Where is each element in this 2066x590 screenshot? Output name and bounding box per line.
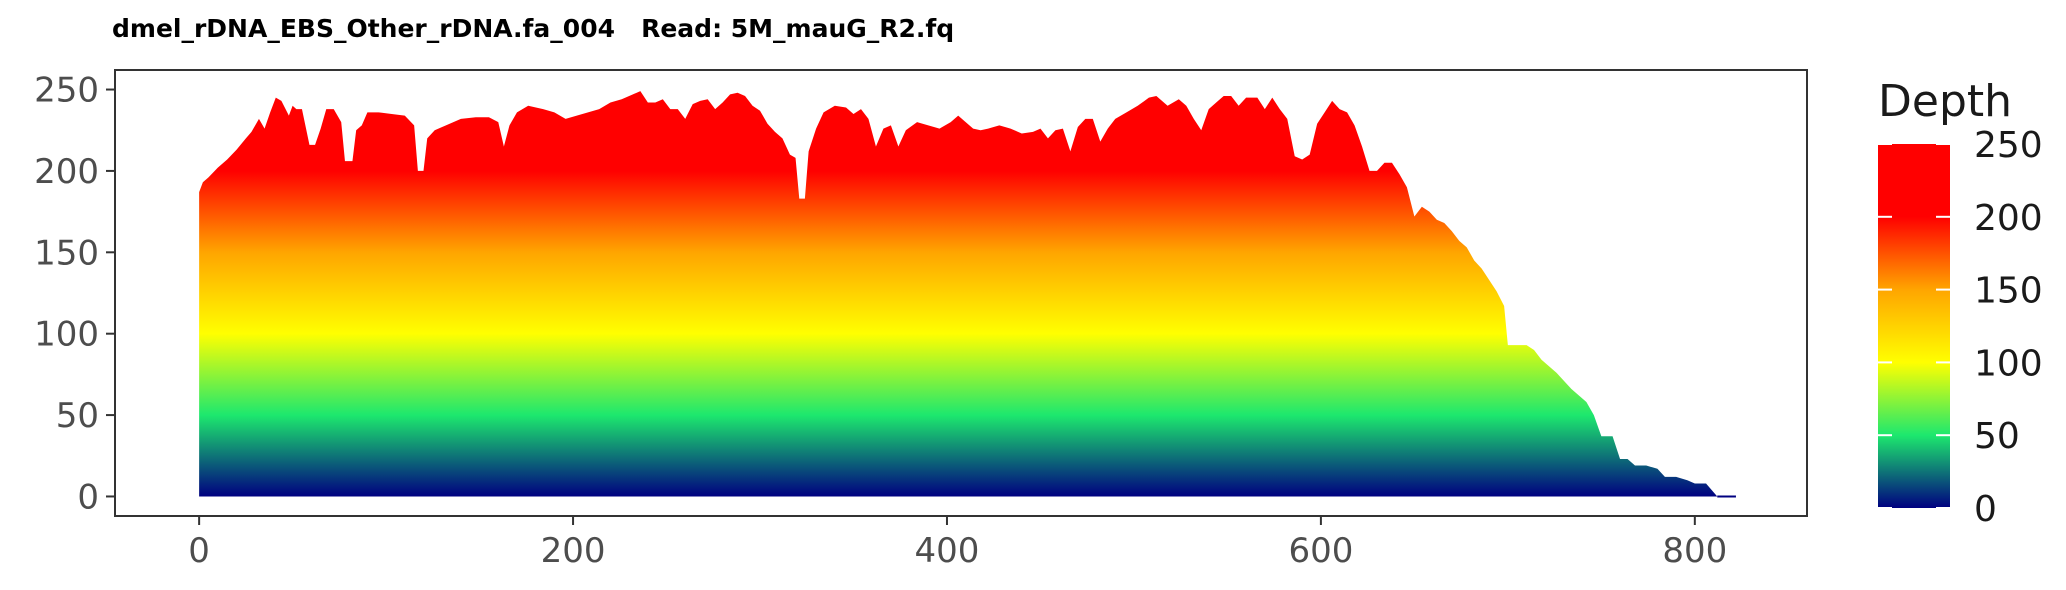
y-tick-label: 200 [34,152,99,192]
plot-panel-border [114,69,1808,517]
x-tick-label: 600 [1288,531,1353,571]
x-tick-label: 0 [188,531,210,571]
legend-colorbar [1878,144,1950,508]
legend-tick-label: 150 [1974,271,2043,312]
x-tick-label: 400 [915,531,980,571]
legend-tick-label: 250 [1974,125,2043,166]
legend-tick-label: 200 [1974,198,2043,239]
legend-title: Depth [1878,76,2012,127]
chart-title: dmel_rDNA_EBS_Other_rDNA.fa_004 Read: 5M… [112,14,955,43]
legend-tick-label: 50 [1974,416,2020,457]
y-tick-label: 100 [34,315,99,355]
x-tick-label: 800 [1662,531,1727,571]
x-tick-label: 200 [541,531,606,571]
legend-tick-label: 0 [1974,489,1997,530]
y-tick-label: 0 [77,477,99,517]
legend-tick-label: 100 [1974,343,2043,384]
coverage-area [199,91,1736,497]
y-tick-label: 50 [56,396,99,436]
y-tick-label: 250 [34,71,99,111]
y-tick-label: 150 [34,233,99,273]
